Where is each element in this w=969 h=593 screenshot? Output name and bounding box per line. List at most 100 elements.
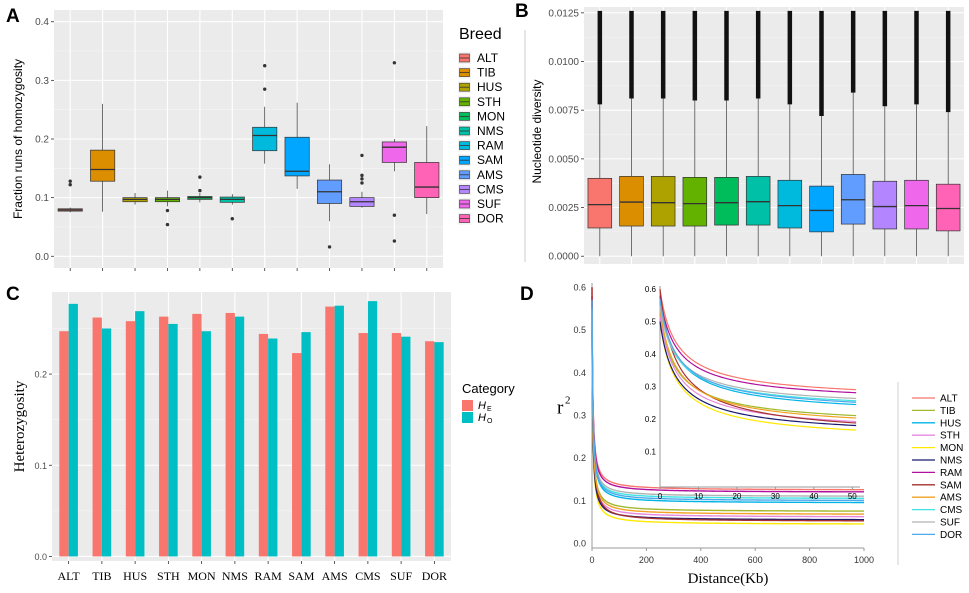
x-tick-label: SAM	[288, 569, 314, 583]
legend-label: SUF	[940, 518, 960, 529]
x-tick-label: 600	[748, 555, 763, 565]
legend-title: Breed	[459, 26, 502, 43]
x-tick-label: 0	[589, 555, 594, 565]
outlier-point	[392, 239, 397, 243]
y-tick-label: 0.0125	[548, 8, 579, 19]
bar	[201, 331, 211, 557]
y-tick-label: 0.0050	[548, 154, 579, 165]
x-tick-label: 200	[639, 555, 654, 565]
bar	[391, 333, 402, 557]
outlier-point	[360, 181, 364, 185]
outlier-point	[263, 87, 267, 91]
y-tick-label: 0.0075	[548, 106, 579, 117]
x-tick-label: 1000	[854, 555, 874, 565]
chart-panel-a: 0.0 0.1 0.2 0.3 0.4 Fraction runs of homozygo…	[11, 10, 505, 271]
box	[650, 176, 676, 227]
y-axis-title: Fraction runs of homozygosity	[11, 59, 25, 219]
outlier-point	[392, 61, 397, 65]
inset-x-tick-label: 40	[809, 492, 818, 501]
outlier-point	[327, 245, 332, 249]
panel-letter-d: D	[520, 284, 534, 305]
bar	[425, 341, 435, 557]
x-tick-label: 400	[693, 555, 708, 565]
y-tick-label: 0.0100	[548, 57, 579, 68]
bar	[101, 328, 112, 557]
box	[619, 176, 644, 227]
inset-x-tick-label: 0	[658, 492, 663, 501]
chart-panel-d: 0.00.10.20.30.40.50.60 200 400 600 800 1000Di…	[557, 282, 963, 587]
legend-label: HUS	[477, 80, 502, 94]
bar	[367, 301, 378, 557]
box	[809, 185, 834, 233]
outlier-point	[165, 208, 170, 213]
x-tick-label: ALT	[58, 569, 81, 583]
inset-y-tick-label: 0.2	[645, 415, 657, 424]
x-tick-label: RAM	[254, 569, 282, 583]
plot-background	[584, 7, 964, 264]
panel-letter-c: C	[6, 284, 20, 305]
outlier-point	[263, 64, 267, 68]
inset-y-tick-label: 0.4	[645, 350, 657, 359]
legend-label: SAM	[477, 153, 503, 167]
x-tick-label: DOR	[422, 569, 447, 583]
legend-swatch	[462, 400, 473, 411]
outlier-point	[68, 179, 72, 183]
x-tick-label: 800	[802, 555, 817, 565]
inset-x-tick-label: 10	[694, 492, 703, 501]
x-axis-title: Distance(Kb)	[688, 571, 769, 587]
legend-label: DOR	[477, 212, 504, 226]
bar	[358, 333, 368, 557]
box	[872, 180, 898, 230]
legend-label: RAM	[940, 468, 962, 479]
bar	[159, 316, 169, 557]
box	[935, 183, 961, 232]
bar	[168, 323, 178, 557]
y-tick-label: 0.0025	[548, 203, 579, 214]
outlier-point	[360, 177, 364, 181]
x-tick-label: HUS	[123, 569, 147, 583]
inset-series-line	[659, 295, 857, 394]
y-axis-title: Heterozygosity	[12, 380, 28, 472]
outlier-point	[230, 217, 234, 221]
inset-series-line	[659, 315, 857, 417]
inset-series-line	[659, 298, 857, 403]
y-tick-label: 0.0	[35, 252, 49, 263]
series-line	[591, 312, 865, 515]
bar	[125, 321, 136, 557]
legend-swatch	[462, 412, 473, 423]
y-tick-label: 0.2	[573, 453, 586, 463]
y-tick-label: 0.6	[573, 282, 586, 292]
outlier-point	[360, 173, 364, 178]
legend-label: SUF	[477, 197, 501, 211]
outlier-point	[198, 188, 202, 193]
legend-label: DOR	[940, 530, 962, 541]
legend-title: Category	[462, 381, 515, 396]
bar	[325, 306, 335, 557]
y-tick-label: 0.3	[35, 76, 49, 87]
chart-panel-c: 0.0 0.1 0.2 ALT TIB HUS STH MON NMS RAM SAM AMS CMS S…	[12, 292, 515, 583]
bar	[258, 333, 269, 557]
x-tick-label: STH	[157, 569, 180, 583]
chart-panel-b: 0.0000 0.0025 0.0050 0.0075 0.0100 0.0125 Nucl…	[524, 7, 964, 264]
inset-x-tick-label: 30	[771, 492, 780, 501]
bar	[268, 338, 278, 557]
legend-label: CMS	[477, 182, 504, 196]
box	[414, 162, 440, 198]
legend-label-subscript: O	[487, 418, 493, 425]
inset-x-tick-label: 20	[732, 492, 741, 501]
series-line	[591, 295, 865, 493]
plot-background	[52, 292, 451, 561]
inset-y-tick-label: 0.5	[645, 318, 657, 327]
box	[381, 141, 407, 163]
outlier-point	[392, 213, 397, 217]
x-tick-label: AMS	[322, 569, 348, 583]
bar	[68, 303, 78, 557]
box	[90, 149, 116, 182]
y-tick-label: 0.4	[35, 17, 49, 28]
outlier-point	[360, 153, 364, 158]
bar	[401, 336, 411, 557]
panel-letter-b: B	[515, 1, 529, 22]
y-tick-label: 0.0	[573, 539, 586, 549]
inset-series-line	[659, 321, 857, 427]
